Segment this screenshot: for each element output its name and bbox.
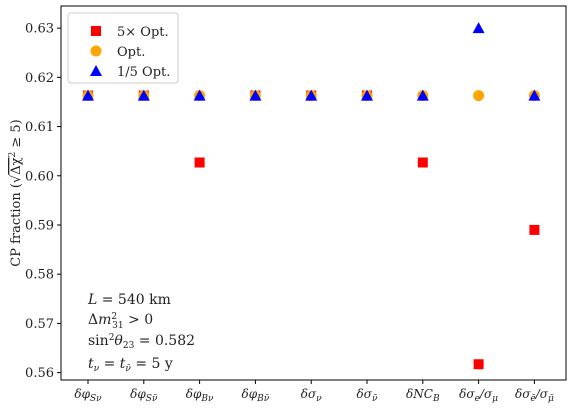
plot-frame — [60, 5, 567, 381]
legend-marker-1-5-opt — [90, 65, 102, 76]
legend-label-5x-opt: 5× Opt. — [117, 25, 169, 40]
y-tick-label: 0.59 — [25, 218, 54, 233]
point-1-5-opt — [361, 89, 373, 101]
point-1-5-opt — [305, 89, 318, 101]
point-1-5-opt — [472, 22, 485, 34]
y-tick-label: 0.58 — [25, 268, 54, 283]
point-5-opt — [529, 224, 540, 235]
point-1-5-opt — [528, 89, 541, 101]
y-tick-label: 0.56 — [25, 366, 54, 381]
x-tick-label: δφBν — [186, 387, 214, 404]
x-tick-label: δφSν — [74, 387, 102, 404]
y-axis-label: CP fraction (√Δχ2 ≥ 5) — [8, 119, 24, 266]
x-tick-label: δσν̄ — [357, 387, 378, 404]
y-tick-label: 0.61 — [25, 120, 54, 135]
annotation-mass-ordering: Δm2 31 > 0 — [88, 312, 153, 331]
point-5-opt — [417, 157, 428, 168]
legend-marker-5x-opt — [91, 26, 101, 36]
point-opt — [473, 90, 485, 102]
point-1-5-opt — [82, 89, 94, 101]
legend-label-1-5-opt: 1/5 Opt. — [117, 65, 170, 80]
x-tick-label: δσν — [301, 387, 322, 404]
y-tick-label: 0.57 — [25, 317, 54, 332]
legend-marker-opt — [90, 45, 102, 57]
point-5-opt — [473, 359, 484, 370]
x-tick-label: δφSν̄ — [130, 387, 158, 404]
x-tick-label: δσe/σμ — [459, 387, 498, 404]
annotation-mixing-angle: sin2θ23 = 0.582 — [88, 333, 195, 351]
x-tick-label: δNCB — [406, 387, 440, 404]
data-points — [82, 22, 541, 370]
point-1-5-opt — [193, 89, 206, 101]
annotation-baseline: L = 540 km — [87, 292, 171, 308]
x-axis-ticks: δφSν δφSν̄ δφBν δφBν̄ δσν δσν̄ δNCB δσe/σμ δσē/σ… — [74, 380, 554, 404]
legend-label-opt: Opt. — [117, 45, 145, 60]
y-tick-label: 0.60 — [25, 169, 54, 184]
annotation-runtime: tν = tν̄ = 5 y — [88, 356, 173, 374]
y-tick-label: 0.62 — [25, 71, 54, 86]
point-1-5-opt — [249, 89, 262, 101]
x-tick-label: δσē/σμ̄ — [515, 387, 554, 404]
annotation-block: L = 540 km Δm2 31 > 0 sin2θ23 = 0.582 tν … — [87, 292, 195, 374]
point-5-opt — [194, 157, 205, 168]
y-tick-label: 0.63 — [25, 22, 54, 37]
x-tick-label: δφBν̄ — [242, 387, 270, 404]
point-1-5-opt — [137, 89, 150, 101]
y-axis-ticks: 0.56 0.57 0.58 0.59 0.60 0.61 0.62 0.63 — [25, 22, 61, 381]
legend: 5× Opt. Opt. 1/5 Opt. — [67, 12, 179, 84]
point-1-5-opt — [416, 89, 429, 101]
